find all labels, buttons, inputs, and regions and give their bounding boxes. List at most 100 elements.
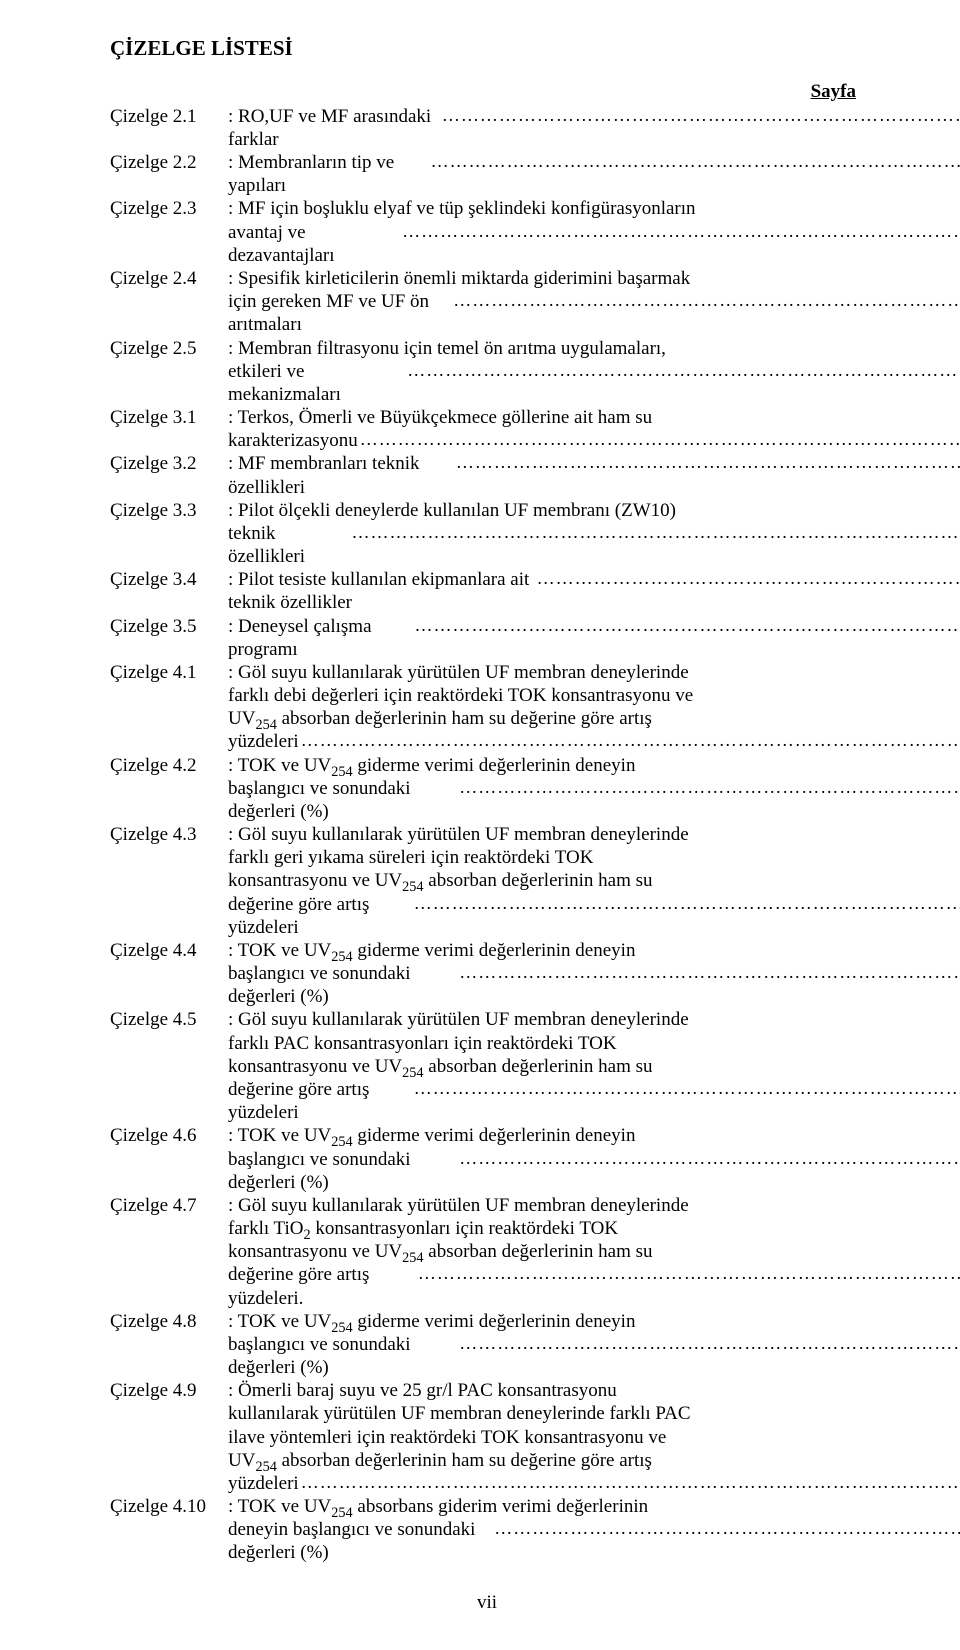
- entry-text: değerine göre artış yüzdeleri.: [228, 1263, 416, 1309]
- toc-entry: Çizelge 3.5: Deneysel çalışma programı………: [110, 615, 864, 661]
- entry-text: farklı PAC konsantrasyonları için reaktö…: [228, 1032, 617, 1055]
- leader-dots: ………………………………………………………………………………………………………: [400, 221, 960, 243]
- leader-dots: ………………………………………………………………………………………………………: [412, 1078, 960, 1100]
- toc-entry: Çizelge 2.3: MF için boşluklu elyaf ve t…: [110, 197, 864, 267]
- toc-entry: Çizelge 2.5: Membran filtrasyonu için te…: [110, 337, 864, 407]
- entry-text: konsantrasyonu ve UV254 absorban değerle…: [228, 1240, 653, 1263]
- entry-text: : RO,UF ve MF arasındaki farklar: [228, 105, 440, 151]
- entry-body: : Göl suyu kullanılarak yürütülen UF mem…: [228, 1008, 960, 1124]
- entry-label: Çizelge 3.5: [110, 615, 228, 638]
- entry-body: : Pilot ölçekli deneylerde kullanılan UF…: [228, 499, 960, 569]
- toc-entry: Çizelge 2.4: Spesifik kirleticilerin öne…: [110, 267, 864, 337]
- entry-text: ilave yöntemleri için reaktördeki TOK ko…: [228, 1426, 666, 1449]
- entry-line: deneyin başlangıcı ve sonundaki değerler…: [228, 1518, 960, 1564]
- entry-line: : TOK ve UV254 giderme verimi değerlerin…: [228, 1310, 960, 1333]
- list-title: ÇİZELGE LİSTESİ: [110, 36, 864, 62]
- entry-text: : TOK ve UV254 giderme verimi değerlerin…: [228, 939, 635, 962]
- entry-text: etkileri ve mekanizmaları: [228, 360, 405, 406]
- entry-text: deneyin başlangıcı ve sonundaki değerler…: [228, 1518, 492, 1564]
- entry-text: : Göl suyu kullanılarak yürütülen UF mem…: [228, 823, 689, 846]
- toc-entry: Çizelge 4.10: TOK ve UV254 absorbans gid…: [110, 1495, 864, 1565]
- entry-label: Çizelge 3.2: [110, 452, 228, 475]
- entry-text: karakterizasyonu: [228, 429, 358, 452]
- page-header-row: Sayfa: [110, 80, 864, 103]
- entry-text: : MF için boşluklu elyaf ve tüp şeklinde…: [228, 197, 696, 220]
- entry-text: başlangıcı ve sonundaki değerleri (%): [228, 962, 457, 1008]
- entry-line: farklı geri yıkama süreleri için reaktör…: [228, 846, 960, 869]
- entry-line: : Membranların tip ve yapıları……………………………: [228, 151, 960, 197]
- entry-body: : MF için boşluklu elyaf ve tüp şeklinde…: [228, 197, 960, 267]
- entry-line: yüzdeleri……………………………………………………………………………………: [228, 1472, 960, 1495]
- entry-label: Çizelge 4.6: [110, 1124, 228, 1147]
- entry-line: başlangıcı ve sonundaki değerleri (%)…………: [228, 1333, 960, 1379]
- entry-text: : MF membranları teknik özellikleri: [228, 452, 454, 498]
- toc-entry: Çizelge 2.1: RO,UF ve MF arasındaki fark…: [110, 105, 864, 151]
- toc-entry: Çizelge 4.5: Göl suyu kullanılarak yürüt…: [110, 1008, 864, 1124]
- entry-line: değerine göre artış yüzdeleri………………………………: [228, 1078, 960, 1124]
- entry-text: değerine göre artış yüzdeleri: [228, 893, 412, 939]
- leader-dots: ………………………………………………………………………………………………………: [299, 1472, 960, 1494]
- toc-entry: Çizelge 4.3: Göl suyu kullanılarak yürüt…: [110, 823, 864, 939]
- entry-label: Çizelge 3.1: [110, 406, 228, 429]
- entry-text: farklı debi değerleri için reaktördeki T…: [228, 684, 693, 707]
- entry-label: Çizelge 2.3: [110, 197, 228, 220]
- entry-line: konsantrasyonu ve UV254 absorban değerle…: [228, 869, 960, 892]
- entry-line: konsantrasyonu ve UV254 absorban değerle…: [228, 1055, 960, 1078]
- entry-body: : TOK ve UV254 absorbans giderim verimi …: [228, 1495, 960, 1565]
- entry-label: Çizelge 4.5: [110, 1008, 228, 1031]
- entry-line: : MF için boşluklu elyaf ve tüp şeklinde…: [228, 197, 960, 220]
- entry-body: : Ömerli baraj suyu ve 25 gr/l PAC konsa…: [228, 1379, 960, 1495]
- entry-line: başlangıcı ve sonundaki değerleri (%)…………: [228, 1148, 960, 1194]
- entry-text: başlangıcı ve sonundaki değerleri (%): [228, 777, 457, 823]
- entry-line: : Deneysel çalışma programı……………………………………: [228, 615, 960, 661]
- entry-text: : Göl suyu kullanılarak yürütülen UF mem…: [228, 661, 689, 684]
- entry-line: avantaj ve dezavantajları…………………………………………: [228, 221, 960, 267]
- entry-label: Çizelge 2.4: [110, 267, 228, 290]
- entry-text: : Ömerli baraj suyu ve 25 gr/l PAC konsa…: [228, 1379, 617, 1402]
- entry-label: Çizelge 4.9: [110, 1379, 228, 1402]
- entry-text: UV254 absorban değerlerinin ham su değer…: [228, 1449, 652, 1472]
- toc-entry: Çizelge 4.9: Ömerli baraj suyu ve 25 gr/…: [110, 1379, 864, 1495]
- entry-line: : Pilot tesiste kullanılan ekipmanlara a…: [228, 568, 960, 614]
- entry-body: : MF membranları teknik özellikleri………………: [228, 452, 960, 498]
- leader-dots: ………………………………………………………………………………………………………: [457, 962, 960, 984]
- entry-body: : RO,UF ve MF arasındaki farklar………………………: [228, 105, 960, 151]
- table-of-figures: Çizelge 2.1: RO,UF ve MF arasındaki fark…: [110, 105, 864, 1565]
- entry-text: kullanılarak yürütülen UF membran deneyl…: [228, 1402, 691, 1425]
- entry-body: : Göl suyu kullanılarak yürütülen UF mem…: [228, 823, 960, 939]
- toc-entry: Çizelge 4.4: TOK ve UV254 giderme verimi…: [110, 939, 864, 1009]
- entry-line: : TOK ve UV254 giderme verimi değerlerin…: [228, 754, 960, 777]
- entry-line: : Göl suyu kullanılarak yürütülen UF mem…: [228, 1008, 960, 1031]
- entry-line: değerine göre artış yüzdeleri………………………………: [228, 893, 960, 939]
- entry-text: : TOK ve UV254 giderme verimi değerlerin…: [228, 1124, 635, 1147]
- entry-body: : TOK ve UV254 giderme verimi değerlerin…: [228, 754, 960, 824]
- entry-line: : TOK ve UV254 giderme verimi değerlerin…: [228, 1124, 960, 1147]
- entry-line: konsantrasyonu ve UV254 absorban değerle…: [228, 1240, 960, 1263]
- entry-label: Çizelge 4.8: [110, 1310, 228, 1333]
- entry-line: UV254 absorban değerlerinin ham su değer…: [228, 1449, 960, 1472]
- entry-line: kullanılarak yürütülen UF membran deneyl…: [228, 1402, 960, 1425]
- toc-entry: Çizelge 2.2: Membranların tip ve yapılar…: [110, 151, 864, 197]
- page-number: vii: [110, 1591, 864, 1614]
- entry-line: : TOK ve UV254 absorbans giderim verimi …: [228, 1495, 960, 1518]
- toc-entry: Çizelge 3.4: Pilot tesiste kullanılan ek…: [110, 568, 864, 614]
- entry-line: için gereken MF ve UF ön arıtmaları………………: [228, 290, 960, 336]
- entry-text: farklı geri yıkama süreleri için reaktör…: [228, 846, 593, 869]
- entry-line: : Göl suyu kullanılarak yürütülen UF mem…: [228, 1194, 960, 1217]
- entry-label: Çizelge 4.1: [110, 661, 228, 684]
- entry-line: farklı PAC konsantrasyonları için reaktö…: [228, 1032, 960, 1055]
- toc-entry: Çizelge 3.1: Terkos, Ömerli ve Büyükçekm…: [110, 406, 864, 452]
- entry-line: : Göl suyu kullanılarak yürütülen UF mem…: [228, 823, 960, 846]
- entry-label: Çizelge 4.3: [110, 823, 228, 846]
- entry-line: değerine göre artış yüzdeleri.……………………………: [228, 1263, 960, 1309]
- leader-dots: ………………………………………………………………………………………………………: [454, 452, 960, 474]
- entry-text: : Spesifik kirleticilerin önemli miktard…: [228, 267, 690, 290]
- entry-line: : Pilot ölçekli deneylerde kullanılan UF…: [228, 499, 960, 522]
- leader-dots: ………………………………………………………………………………………………………: [457, 777, 960, 799]
- entry-text: : TOK ve UV254 giderme verimi değerlerin…: [228, 1310, 635, 1333]
- entry-line: UV254 absorban değerlerinin ham su değer…: [228, 707, 960, 730]
- entry-line: : RO,UF ve MF arasındaki farklar………………………: [228, 105, 960, 151]
- entry-line: farklı debi değerleri için reaktördeki T…: [228, 684, 960, 707]
- leader-dots: ………………………………………………………………………………………………………: [416, 1263, 960, 1285]
- entry-line: : Spesifik kirleticilerin önemli miktard…: [228, 267, 960, 290]
